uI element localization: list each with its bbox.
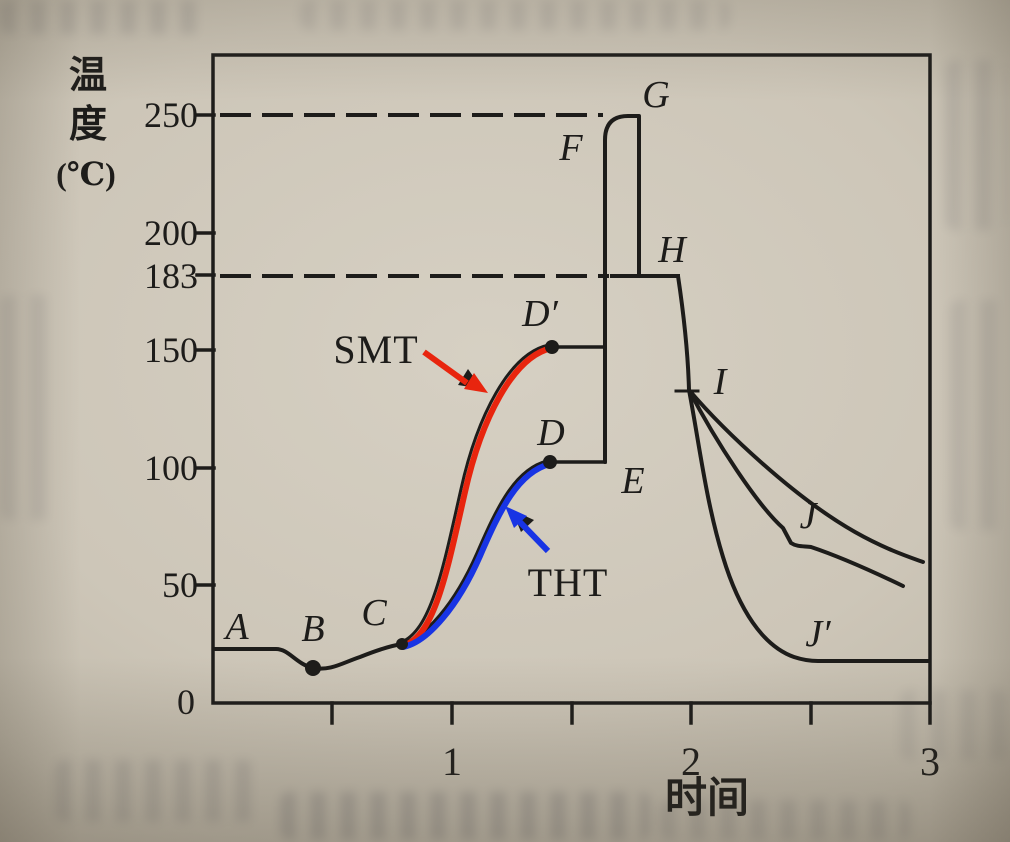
label-point-g: G	[642, 74, 669, 116]
curve-cooling-mid-j	[687, 388, 905, 588]
label-point-d-prime: D′	[521, 293, 558, 335]
y-tick-50: 50	[162, 565, 198, 605]
printed-curve-under-smt	[397, 343, 551, 645]
curve-tht-ramp	[400, 461, 553, 650]
y-tick-183: 183	[144, 256, 198, 296]
label-point-j-prime: J′	[805, 613, 831, 655]
x-tick-1: 1	[442, 739, 462, 784]
y-tick-0: 0	[177, 682, 195, 722]
y-axis-unit: (℃)	[56, 156, 116, 192]
curve-smt-ramp	[400, 345, 555, 649]
label-point-h: H	[657, 229, 688, 271]
smt-arrow-line	[422, 349, 469, 386]
label-point-e: E	[620, 460, 644, 502]
y-tick-100: 100	[144, 448, 198, 488]
curve-peak-efgh	[603, 114, 641, 464]
y-tick-200: 200	[144, 213, 198, 253]
curve-cooling-slow	[687, 388, 925, 564]
tht-arrow-line	[514, 516, 551, 554]
label-point-f: F	[558, 127, 583, 169]
label-point-j: J	[800, 495, 819, 537]
label-point-d: D	[536, 412, 564, 454]
curve-preheat-abc	[212, 642, 404, 671]
x-tick-3: 3	[920, 739, 940, 784]
y-axis-ticks	[195, 113, 216, 587]
tht-arrow-head	[505, 506, 527, 528]
label-point-c: C	[361, 592, 387, 634]
smt-label: SMT	[333, 327, 418, 372]
label-point-b: B	[301, 608, 324, 650]
x-tick-2: 2	[681, 739, 701, 784]
x-axis-ticks	[330, 701, 932, 725]
label-point-i: I	[713, 361, 729, 403]
point-dot-d-prime	[545, 340, 559, 354]
y-tick-150: 150	[144, 330, 198, 370]
point-dot-c	[396, 638, 408, 650]
printed-curve-under-tht	[398, 459, 549, 646]
curve-cooling-fast-jprime	[687, 388, 931, 663]
x-axis-title: 时间	[665, 775, 749, 822]
y-tick-250: 250	[144, 95, 198, 135]
tht-label: THT	[528, 560, 609, 605]
y-axis-title-line1: 温	[69, 55, 107, 97]
smt-arrow-head	[464, 373, 488, 393]
curve-drop-to-i	[676, 274, 691, 392]
label-point-a: A	[222, 606, 249, 648]
point-dot-d	[543, 455, 557, 469]
point-dot-b	[305, 660, 321, 676]
y-axis-title-line2: 度	[69, 104, 107, 146]
